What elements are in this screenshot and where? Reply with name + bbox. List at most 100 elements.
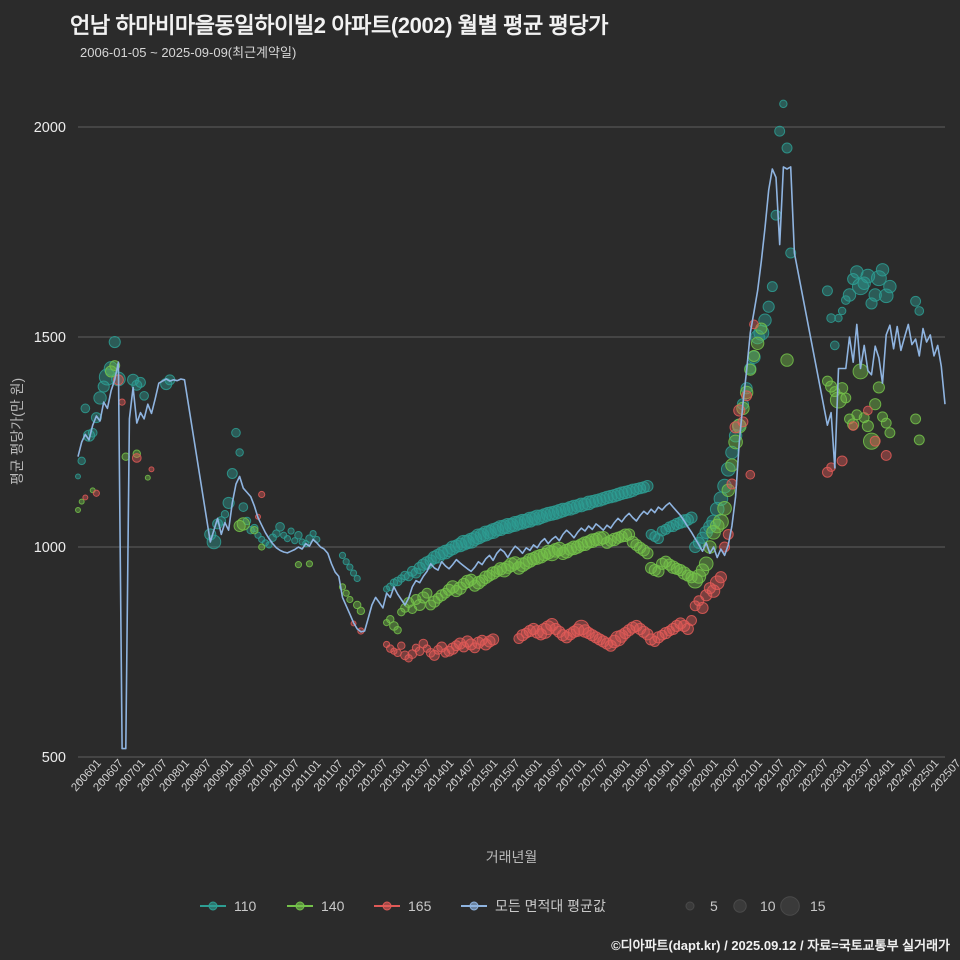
bubble-point bbox=[770, 209, 782, 221]
bubble-point bbox=[275, 522, 285, 532]
bubble-point bbox=[338, 551, 347, 560]
bubble-point bbox=[880, 449, 892, 461]
bubble-point bbox=[883, 279, 897, 294]
bubble-point bbox=[77, 456, 86, 466]
bubble-point bbox=[80, 403, 91, 414]
bubble-point bbox=[717, 478, 732, 494]
legend-label: 165 bbox=[408, 898, 432, 914]
bubble-point bbox=[829, 340, 840, 351]
bubble-point bbox=[691, 569, 707, 584]
bubble-point bbox=[686, 615, 697, 626]
bubble-point bbox=[877, 411, 889, 423]
legend-item-140[interactable]: 140 bbox=[287, 898, 345, 914]
bubble-point bbox=[148, 466, 155, 473]
legend-label: 모든 면적대 평균값 bbox=[495, 898, 606, 914]
bubble-point bbox=[265, 541, 273, 549]
size-legend-5: 5 bbox=[685, 898, 718, 914]
x-axis-title: 거래년월 bbox=[486, 849, 538, 865]
bubble-point bbox=[108, 335, 121, 349]
bubble-point bbox=[836, 382, 849, 395]
bubble-point bbox=[309, 529, 317, 538]
size-legend-10: 10 bbox=[733, 898, 776, 914]
bubble-point bbox=[910, 295, 922, 307]
bubble-point bbox=[131, 453, 142, 463]
bubble-point bbox=[250, 523, 259, 533]
bubble-point bbox=[483, 635, 496, 648]
bubble-point bbox=[305, 534, 314, 543]
bubble-point bbox=[641, 547, 654, 560]
legend-item-165[interactable]: 165 bbox=[374, 898, 432, 914]
bubble-point bbox=[745, 469, 756, 480]
bubble-point bbox=[865, 297, 878, 310]
legend-item-110[interactable]: 110 bbox=[200, 898, 257, 914]
bubble-point bbox=[779, 99, 788, 109]
bubble-point bbox=[780, 353, 794, 367]
footer-credit: ©디아파트(dapt.kr) / 2025.09.12 / 자료=국토교통부 실… bbox=[611, 938, 950, 953]
bubble-point bbox=[346, 595, 354, 604]
bubble-point bbox=[857, 276, 871, 290]
y-tick-label: 1000 bbox=[34, 540, 66, 556]
bubble-point bbox=[747, 349, 761, 362]
bubble-point bbox=[869, 435, 881, 447]
bubble-point bbox=[589, 631, 603, 644]
bubble-point bbox=[226, 468, 238, 479]
bubble-point bbox=[696, 601, 709, 614]
size-legend-label: 10 bbox=[760, 898, 776, 914]
bubble-point bbox=[737, 416, 749, 428]
bubble-point bbox=[566, 540, 582, 556]
bubble-point bbox=[840, 392, 852, 404]
bubble-point bbox=[258, 543, 266, 551]
bubble-point bbox=[139, 390, 149, 401]
bubble-point bbox=[294, 561, 303, 569]
bubble-point bbox=[667, 519, 680, 533]
bubble-point bbox=[250, 525, 259, 535]
bubble-point bbox=[884, 427, 896, 439]
bubble-point bbox=[869, 398, 882, 411]
bubble-point bbox=[93, 391, 107, 405]
bubble-point bbox=[875, 263, 890, 277]
bubble-point bbox=[848, 421, 858, 431]
size-legend-15: 15 bbox=[780, 896, 826, 916]
bubble-point bbox=[750, 336, 765, 350]
chart-legend[interactable]: 110 140 165 모든 면적대 평균값 5 10 15 bbox=[200, 896, 826, 916]
bubble-point bbox=[709, 575, 725, 591]
bubble-point bbox=[687, 572, 704, 589]
bubble-point bbox=[721, 483, 735, 497]
bubble-point bbox=[305, 560, 314, 568]
bubble-point bbox=[837, 306, 847, 316]
bubble-point bbox=[283, 535, 292, 543]
bubble-point bbox=[421, 587, 433, 599]
bubble-point bbox=[641, 480, 654, 493]
bubble-point bbox=[386, 644, 395, 653]
mean-line-series bbox=[77, 166, 946, 750]
bubble-point bbox=[346, 563, 354, 571]
bubble-point bbox=[836, 455, 848, 467]
bubble-point bbox=[291, 537, 299, 545]
y-tick-label: 500 bbox=[42, 750, 66, 766]
y-tick-label: 1500 bbox=[34, 330, 66, 346]
bubble-point bbox=[75, 507, 81, 514]
bubble-point bbox=[570, 540, 585, 554]
bubble-point bbox=[712, 513, 729, 530]
y-tick-label: 2000 bbox=[34, 120, 66, 136]
legend-item-모든 면적대 평균값[interactable]: 모든 면적대 평균값 bbox=[461, 898, 606, 914]
bubble-point bbox=[144, 474, 151, 481]
bubble-point bbox=[82, 494, 89, 501]
bubble-point bbox=[785, 247, 797, 259]
bubble-point bbox=[714, 571, 727, 584]
bubble-point bbox=[698, 556, 714, 572]
bubble-point bbox=[342, 589, 350, 597]
bubble-point bbox=[582, 627, 595, 640]
bubble-point bbox=[597, 635, 610, 648]
bubble-point bbox=[353, 574, 361, 583]
size-legend-label: 5 bbox=[710, 898, 718, 914]
bubble-point bbox=[720, 461, 736, 477]
bubble-point bbox=[685, 511, 698, 524]
bubble-point bbox=[134, 376, 146, 388]
y-axis-ticks: 500 1000 1500 2000 bbox=[34, 120, 66, 766]
bubble-point bbox=[220, 510, 230, 519]
bubble-point bbox=[826, 313, 836, 323]
page-title: 언남 하마비마을동일하이빌2 아파트(2002) 월별 평균 평당가 bbox=[70, 13, 609, 38]
bubble-point bbox=[870, 270, 887, 287]
